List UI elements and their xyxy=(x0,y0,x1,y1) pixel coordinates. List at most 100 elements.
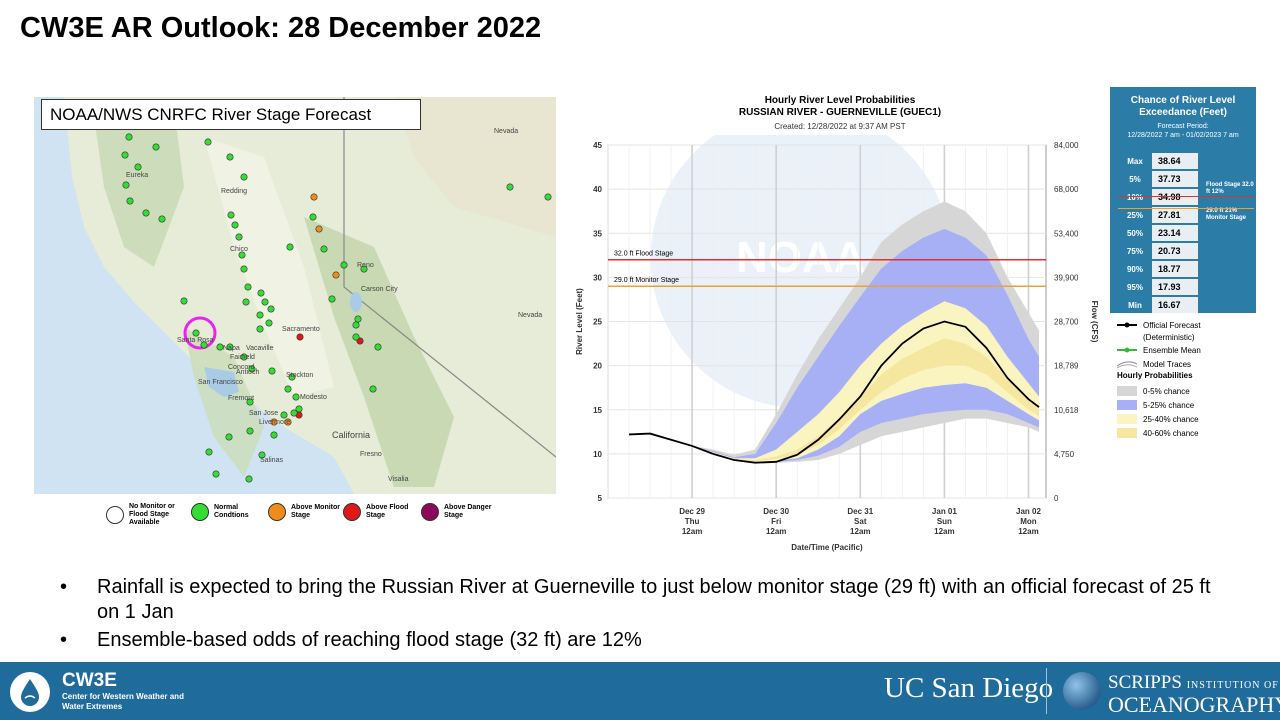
map-place-label: Stockton xyxy=(286,372,313,379)
band-legend-label: 0-5% chance xyxy=(1143,386,1190,396)
y2-tick-label: 4,750 xyxy=(1054,450,1075,459)
chart-title-line2: RUSSIAN RIVER - GUERNEVILLE (GUEC1) xyxy=(738,107,942,118)
gauge-dot xyxy=(256,325,264,333)
legend-ensemble-label: Ensemble Mean xyxy=(1143,345,1201,355)
map-place-label: Fremont xyxy=(228,395,254,402)
map-legend-item: Above Flood Stage xyxy=(343,503,418,521)
map-place-label: Fresno xyxy=(360,451,382,458)
exceedance-row: 95% 17.93 xyxy=(1118,278,1198,296)
legend-traces: Model Traces xyxy=(1117,357,1267,371)
gauge-dot xyxy=(245,475,253,483)
x-tick-label: Mon xyxy=(1020,517,1037,526)
y-tick-label: 15 xyxy=(593,406,602,415)
exceedance-value: 37.73 xyxy=(1152,171,1198,187)
map-place-label: Reno xyxy=(357,262,374,269)
legend-circle-icon xyxy=(106,506,124,524)
gauge-dot xyxy=(280,411,288,419)
monitor-stage-note: 29.0 ft 21% Monitor Stage xyxy=(1206,208,1246,221)
scripps-institution: INSTITUTION OF xyxy=(1186,680,1279,691)
exceedance-row: Min 16.67 xyxy=(1118,296,1198,314)
exceedance-table: Max 38.64 5% 37.73 10% 34.98 25% 27.81 50% 23.14 7… xyxy=(1118,152,1198,314)
gauge-dot xyxy=(296,333,304,341)
x-tick-label: 12am xyxy=(682,527,702,536)
river-stage-map: Nevada Eureka Redding Chico Reno Carson City N… xyxy=(34,97,556,494)
gauge-dot xyxy=(158,215,166,223)
gauge-dot xyxy=(328,295,336,303)
y2-tick-label: 68,000 xyxy=(1054,185,1079,194)
x-tick-label: Sat xyxy=(854,517,867,526)
x-tick-label: 12am xyxy=(1018,527,1038,536)
gauge-dot xyxy=(284,385,292,393)
y2-tick-label: 10,618 xyxy=(1054,406,1079,415)
exceedance-label: 10% xyxy=(1126,192,1143,202)
gauge-dot xyxy=(205,448,213,456)
gauge-dot xyxy=(256,311,264,319)
gauge-dot xyxy=(310,193,318,201)
exceedance-row: 90% 18.77 xyxy=(1118,260,1198,278)
map-place-label: Modesto xyxy=(300,394,327,401)
ensemble-line-icon xyxy=(1117,347,1137,353)
gauge-dot xyxy=(290,409,298,417)
exceedance-title: Chance of River Level Exceedance (Feet) xyxy=(1130,95,1236,118)
gauge-dot xyxy=(142,209,150,217)
map-legend-item: Normal Condtions xyxy=(191,503,266,521)
map-legend-label: Above Danger Stage xyxy=(444,504,492,519)
y-tick-label: 30 xyxy=(593,273,602,282)
band-legend-label: 25-40% chance xyxy=(1143,414,1199,424)
band-legend-item: 0-5% chance xyxy=(1117,384,1267,398)
chart-created: Created: 12/28/2022 at 9:37 AM PST xyxy=(774,122,906,131)
gauge-dot xyxy=(238,251,246,259)
exceedance-panel: Chance of River Level Exceedance (Feet) … xyxy=(1110,87,1256,313)
gauge-dot xyxy=(192,329,200,337)
map-place-label: Antioch xyxy=(236,369,259,376)
gauge-dot xyxy=(244,283,252,291)
y-tick-label: 5 xyxy=(598,494,603,503)
y-tick-label: 40 xyxy=(593,185,602,194)
y2-axis-label: Flow (CFS) xyxy=(1090,301,1099,343)
exceedance-value: 16.67 xyxy=(1152,297,1198,313)
map-place-label: Napa xyxy=(223,345,240,352)
gauge-dot xyxy=(288,373,296,381)
map-legend-item: Above Danger Stage xyxy=(421,503,496,521)
gauge-dot xyxy=(216,343,224,351)
exceedance-label: 50% xyxy=(1126,228,1143,238)
y2-tick-label: 39,900 xyxy=(1054,273,1079,282)
gauge-dot xyxy=(212,470,220,478)
bullet-mark: • xyxy=(60,576,68,598)
exceedance-value: 20.73 xyxy=(1152,243,1198,259)
gauge-dot xyxy=(246,398,254,406)
gauge-dot xyxy=(352,333,360,341)
exceedance-label: Max xyxy=(1127,156,1143,166)
cw3e-logo xyxy=(10,672,50,712)
gauge-dot xyxy=(227,211,235,219)
gauge-dot xyxy=(180,297,188,305)
scripps-logo-line2: OCEANOGRAPHY xyxy=(1108,692,1280,717)
exceedance-label: 25% xyxy=(1126,210,1143,220)
gauge-dot xyxy=(369,385,377,393)
x-tick-label: 12am xyxy=(850,527,870,536)
map-legend-label: Above Flood Stage xyxy=(366,504,409,519)
legend-ensemble: Ensemble Mean xyxy=(1117,343,1267,357)
official-forecast-line xyxy=(628,320,1040,464)
map-place-label: Concord xyxy=(228,364,255,371)
gauge-dot xyxy=(267,305,275,313)
band-swatch-icon xyxy=(1117,400,1137,410)
gauge-dot xyxy=(270,418,278,426)
map-legend-label: Above Monitor Stage xyxy=(291,504,340,519)
band-swatch-icon xyxy=(1117,386,1137,396)
gauge-dot xyxy=(122,181,130,189)
map-place-label: Sacramento xyxy=(282,326,320,333)
map-label: NOAA/NWS CNRFC River Stage Forecast xyxy=(41,99,421,130)
legend-official-label: Official Forecast xyxy=(1143,320,1201,330)
band-legend-label: 5-25% chance xyxy=(1143,400,1195,410)
exceedance-label: 75% xyxy=(1126,246,1143,256)
gauge-dot xyxy=(204,138,212,146)
x-tick-label: Dec 29 xyxy=(679,507,705,516)
gauge-dot xyxy=(320,245,328,253)
gauge-dot xyxy=(152,143,160,151)
band-legend: 0-5% chance 5-25% chance 25-40% chance 40-6… xyxy=(1117,384,1267,440)
exceedance-value: 34.98 xyxy=(1152,189,1198,205)
scripps-name: SCRIPPS xyxy=(1108,672,1182,693)
bullet-text: Rainfall is expected to bring the Russia… xyxy=(97,576,1211,623)
map-place-label: Carson City xyxy=(361,286,398,293)
